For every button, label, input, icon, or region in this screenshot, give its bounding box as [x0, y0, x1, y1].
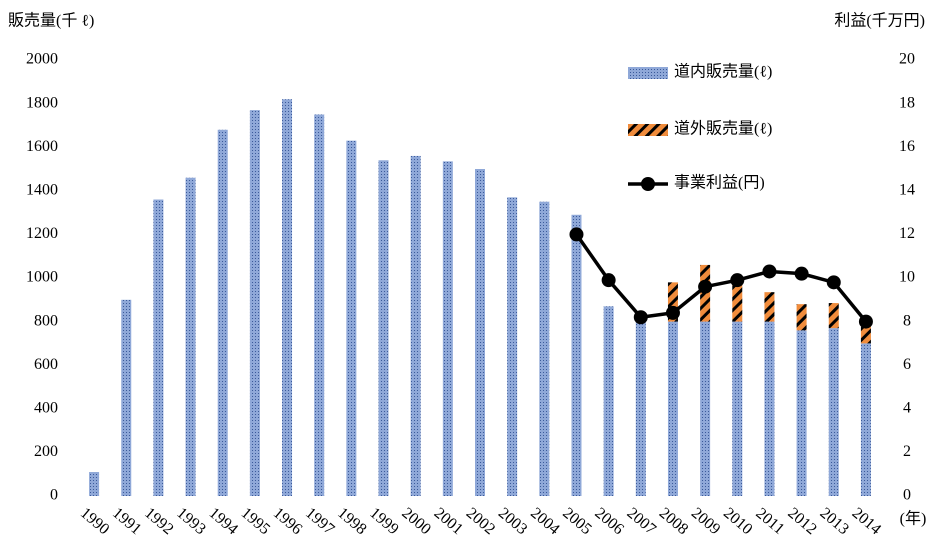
bar — [346, 140, 357, 496]
y2-tick-label: 6 — [903, 356, 911, 373]
y2-tick-label: 2 — [903, 443, 911, 460]
x-tick-label: 1995 — [238, 505, 273, 539]
profit-marker — [665, 305, 680, 320]
profit-marker — [794, 266, 809, 281]
bar — [828, 303, 839, 329]
y2-tick-label: 14 — [899, 181, 915, 198]
bar — [860, 321, 871, 344]
legend-label: 道内販売量(ℓ) — [674, 63, 772, 81]
bar — [732, 321, 743, 496]
y-tick-label: 2000 — [26, 51, 58, 68]
bar — [378, 160, 389, 496]
x-tick-label: 1998 — [334, 505, 369, 539]
x-tick-label: 1993 — [173, 505, 208, 539]
bar — [507, 197, 518, 496]
x-tick-label: 2012 — [784, 505, 819, 539]
bar — [571, 214, 582, 496]
profit-marker — [826, 275, 841, 290]
bar — [764, 292, 775, 322]
x-tick-label: 2001 — [431, 505, 466, 539]
bar — [860, 343, 871, 496]
x-tick-label: 1991 — [109, 505, 144, 539]
bar — [185, 177, 196, 496]
y-tick-label: 600 — [34, 356, 58, 373]
x-tick-label: 1990 — [77, 505, 112, 539]
bar — [667, 282, 678, 322]
x-tick-label: 1992 — [141, 505, 176, 539]
y2-tick-label: 12 — [899, 225, 915, 242]
profit-marker — [762, 264, 777, 279]
x-tick-label: 1997 — [302, 505, 337, 539]
y-tick-label: 800 — [34, 312, 58, 329]
profit-marker — [601, 273, 616, 288]
y-tick-label: 400 — [34, 399, 58, 416]
legend-label: 道外販売量(ℓ) — [674, 120, 772, 138]
x-tick-label: 1999 — [366, 505, 401, 539]
profit-line — [575, 233, 868, 323]
x-tick-label: 2000 — [398, 505, 433, 539]
bar — [539, 201, 550, 496]
bar — [828, 328, 839, 496]
y2-tick-label: 18 — [899, 94, 915, 111]
bar — [635, 319, 646, 496]
bar — [796, 304, 807, 331]
x-tick-label: 2013 — [817, 505, 852, 539]
y-tick-label: 1400 — [26, 181, 58, 198]
profit-marker — [569, 227, 584, 242]
y-tick-label: 1000 — [26, 269, 58, 286]
y-tick-label: 1600 — [26, 138, 58, 155]
bar — [700, 321, 711, 496]
y-tick-label: 1800 — [26, 94, 58, 111]
legend-marker — [641, 177, 655, 191]
bar — [121, 299, 132, 496]
y2-tick-label: 0 — [903, 487, 911, 504]
y2-tick-label: 16 — [899, 138, 915, 155]
x-tick-label: 2002 — [463, 505, 498, 539]
x-tick-label: 1996 — [270, 505, 305, 539]
x-tick-label: 2007 — [624, 505, 659, 539]
x-tick-label: 1994 — [206, 505, 241, 539]
bar — [249, 110, 260, 496]
x-tick-label: 2004 — [527, 505, 562, 539]
bar — [603, 306, 614, 496]
y-tick-label: 1200 — [26, 225, 58, 242]
bar — [764, 321, 775, 496]
x-tick-label: 2010 — [720, 505, 755, 539]
y-tick-label: 200 — [34, 443, 58, 460]
bar — [442, 161, 453, 496]
legend-swatch — [628, 67, 668, 79]
x-tick-label: 2003 — [495, 505, 530, 539]
bar — [153, 199, 164, 496]
x-tick-label: 2014 — [849, 505, 884, 539]
y2-tick-label: 20 — [899, 51, 915, 68]
y2-tick-label: 10 — [899, 269, 915, 286]
bar — [732, 282, 743, 322]
y-tick-label: 0 — [50, 487, 58, 504]
bar — [667, 321, 678, 496]
bar — [89, 472, 100, 496]
y2-axis-title: 利益(千万円) — [834, 12, 925, 30]
legend-swatch — [628, 124, 668, 136]
profit-marker — [730, 273, 745, 288]
profit-marker — [858, 314, 873, 329]
x-tick-label: 2009 — [688, 505, 723, 539]
y2-tick-label: 8 — [903, 312, 911, 329]
bar — [475, 169, 485, 496]
x-tick-label: 2006 — [591, 505, 626, 539]
bar — [796, 330, 807, 496]
bar — [217, 129, 228, 496]
legend-label: 事業利益(円) — [674, 174, 765, 192]
profit-marker — [698, 279, 713, 294]
bar — [282, 99, 293, 497]
x-tick-label: 2008 — [656, 505, 691, 539]
y-axis-title: 販売量(千 ℓ) — [8, 12, 94, 30]
x-tick-label: 2011 — [752, 505, 787, 538]
y2-tick-label: 4 — [903, 399, 911, 416]
bar — [410, 155, 421, 497]
x-tick-label: 2005 — [559, 505, 594, 539]
profit-marker — [633, 310, 648, 325]
x-axis-title: (年) — [900, 510, 927, 528]
bar — [314, 114, 325, 496]
